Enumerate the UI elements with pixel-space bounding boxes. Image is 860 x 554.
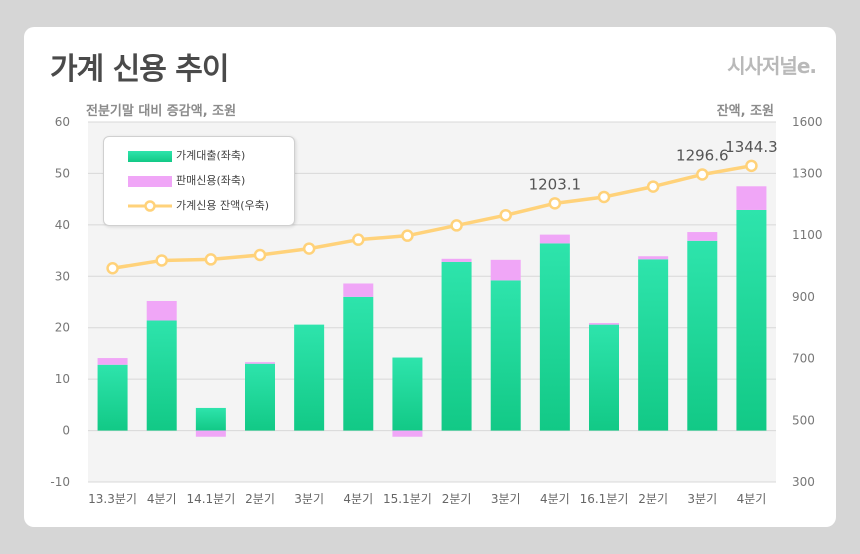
left-tick-label: 30	[55, 269, 70, 283]
balance-point	[401, 229, 414, 242]
x-tick-label: 3분기	[687, 492, 717, 506]
sales-credit-bar	[195, 430, 226, 437]
x-tick-label: 16.1분기	[580, 492, 629, 506]
right-tick-label: 500	[792, 413, 815, 427]
teal-bar-swatch-icon	[128, 151, 172, 162]
sales-credit-bar	[539, 234, 570, 244]
balance-point	[106, 262, 119, 275]
sales-credit-bar	[245, 362, 275, 364]
household-loan-bar	[245, 363, 275, 431]
sales-credit-bar	[392, 430, 423, 437]
legend: 가계대출(좌축) 판매신용(좌축) 가계신용 잔액(우축)	[103, 136, 295, 226]
left-tick-label: 40	[55, 218, 70, 232]
household-loan-bar	[294, 324, 325, 431]
balance-point	[745, 159, 758, 173]
x-tick-label: 2분기	[245, 492, 275, 506]
x-tick-label: 3분기	[491, 492, 521, 506]
right-tick-label: 300	[792, 475, 815, 489]
balance-point	[597, 190, 611, 204]
brand-logo: 시사저널e.	[727, 54, 817, 78]
sales-credit-bar	[343, 283, 374, 297]
x-tick-label: 4분기	[737, 492, 767, 506]
household-loan-bar	[589, 324, 619, 431]
balance-annotation: 1344.3	[725, 138, 778, 156]
sales-credit-bar	[97, 358, 128, 365]
left-axis-unit: 전분기말 대비 증감액, 조원	[86, 104, 237, 119]
household-loan-bar	[195, 407, 226, 431]
x-tick-label: 13.3분기	[88, 492, 137, 506]
x-tick-label: 2분기	[442, 492, 472, 506]
bars	[97, 186, 767, 437]
balance-point	[204, 253, 218, 266]
balance-point	[352, 233, 365, 246]
balance-line-path	[112, 164, 752, 270]
x-tick-label: 4분기	[343, 492, 373, 506]
household-loan-bar	[687, 240, 718, 431]
balance-point	[696, 168, 709, 181]
pink-bar-swatch-icon	[128, 176, 172, 187]
left-tick-label: 10	[55, 372, 70, 386]
household-loan-bar	[638, 259, 669, 431]
legend-label: 판매신용(좌축)	[176, 174, 246, 187]
chart-title: 가계 신용 추이	[50, 52, 229, 87]
right-axis-unit: 잔액, 조원	[716, 104, 774, 119]
household-loan-bar	[736, 209, 767, 431]
household-loan-bar	[490, 280, 521, 431]
sales-credit-bar	[146, 300, 177, 321]
balance-annotation: 1296.6	[676, 146, 729, 164]
right-tick-label: 1100	[792, 228, 823, 242]
balance-point	[450, 219, 463, 232]
left-tick-label: -10	[50, 475, 70, 489]
left-tick-label: 50	[55, 166, 70, 180]
x-tick-label: 4분기	[540, 492, 570, 506]
balance-point	[155, 254, 168, 267]
left-tick-label: 60	[55, 115, 70, 129]
sales-credit-bar	[490, 259, 521, 281]
balance-line	[106, 159, 758, 275]
right-tick-label: 1300	[792, 166, 823, 180]
axes: 60 50 40 30 20 10 0 -10 1600 1300 1100 900 700 500 300…	[50, 115, 822, 506]
legend-label: 가계대출(좌축)	[176, 149, 246, 162]
household-loan-bar	[146, 320, 177, 431]
sales-credit-bar	[687, 232, 718, 241]
sales-credit-bar	[638, 256, 669, 260]
balance-point	[253, 248, 267, 262]
balance-annotation: 1203.1	[529, 175, 582, 193]
legend-label: 가계신용 잔액(우축)	[176, 199, 270, 212]
balance-point	[646, 180, 660, 193]
household-loan-bar	[97, 364, 128, 431]
right-tick-label: 1600	[792, 115, 823, 129]
left-tick-label: 0	[62, 424, 70, 438]
right-tick-label: 900	[792, 290, 815, 304]
balance-point	[548, 197, 562, 210]
household-loan-bar	[343, 296, 374, 431]
left-tick-label: 20	[55, 321, 70, 335]
yellow-line-marker-icon	[128, 200, 172, 212]
x-tick-label: 4분기	[147, 492, 177, 506]
sales-credit-bar	[441, 258, 472, 262]
sales-credit-bar	[589, 323, 619, 325]
household-loan-bar	[392, 357, 423, 431]
x-tick-label: 2분기	[638, 492, 668, 506]
sales-credit-bar	[736, 186, 767, 210]
household-loan-bar	[441, 261, 472, 431]
x-tick-label: 14.1분기	[186, 492, 235, 506]
x-tick-label: 3분기	[294, 492, 324, 506]
balance-point	[302, 242, 316, 255]
balance-point	[499, 208, 512, 222]
household-loan-bar	[539, 243, 570, 431]
right-tick-label: 700	[792, 352, 815, 366]
x-tick-label: 15.1분기	[383, 492, 432, 506]
